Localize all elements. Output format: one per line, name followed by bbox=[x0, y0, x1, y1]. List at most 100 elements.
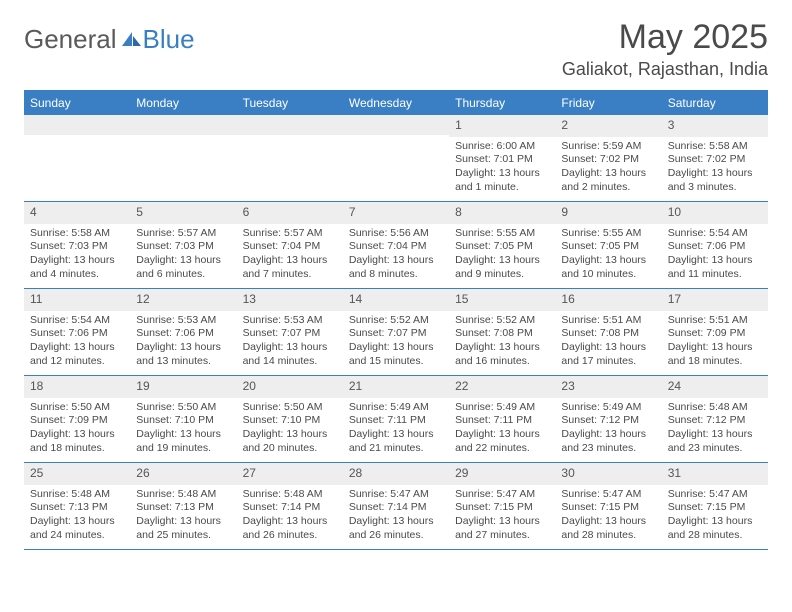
day-number: 8 bbox=[449, 202, 555, 224]
sunset-text: Sunset: 7:02 PM bbox=[561, 153, 655, 167]
day-cell: 7Sunrise: 5:56 AMSunset: 7:04 PMDaylight… bbox=[343, 202, 449, 288]
day-cell-body: Sunrise: 5:51 AMSunset: 7:08 PMDaylight:… bbox=[555, 311, 661, 375]
sunrise-text: Sunrise: 5:47 AM bbox=[668, 488, 762, 502]
day-number: 17 bbox=[662, 289, 768, 311]
weeks-container: 1Sunrise: 6:00 AMSunset: 7:01 PMDaylight… bbox=[24, 115, 768, 550]
daylight-text: Daylight: 13 hours and 20 minutes. bbox=[243, 428, 337, 455]
sunset-text: Sunset: 7:01 PM bbox=[455, 153, 549, 167]
daylight-text: Daylight: 13 hours and 24 minutes. bbox=[30, 515, 124, 542]
day-number: 10 bbox=[662, 202, 768, 224]
day-cell: 29Sunrise: 5:47 AMSunset: 7:15 PMDayligh… bbox=[449, 463, 555, 549]
day-cell: 15Sunrise: 5:52 AMSunset: 7:08 PMDayligh… bbox=[449, 289, 555, 375]
day-cell: 11Sunrise: 5:54 AMSunset: 7:06 PMDayligh… bbox=[24, 289, 130, 375]
day-number bbox=[24, 115, 130, 135]
sunrise-text: Sunrise: 5:49 AM bbox=[561, 401, 655, 415]
daylight-text: Daylight: 13 hours and 16 minutes. bbox=[455, 341, 549, 368]
sunset-text: Sunset: 7:15 PM bbox=[455, 501, 549, 515]
day-cell: 30Sunrise: 5:47 AMSunset: 7:15 PMDayligh… bbox=[555, 463, 661, 549]
daylight-text: Daylight: 13 hours and 15 minutes. bbox=[349, 341, 443, 368]
day-cell: 27Sunrise: 5:48 AMSunset: 7:14 PMDayligh… bbox=[237, 463, 343, 549]
daylight-text: Daylight: 13 hours and 25 minutes. bbox=[136, 515, 230, 542]
day-number: 26 bbox=[130, 463, 236, 485]
day-cell-body: Sunrise: 5:50 AMSunset: 7:10 PMDaylight:… bbox=[237, 398, 343, 462]
day-number: 28 bbox=[343, 463, 449, 485]
daylight-text: Daylight: 13 hours and 9 minutes. bbox=[455, 254, 549, 281]
day-number: 4 bbox=[24, 202, 130, 224]
sail-icon bbox=[120, 24, 142, 55]
month-title: May 2025 bbox=[562, 18, 768, 57]
day-cell bbox=[130, 115, 236, 201]
day-number: 2 bbox=[555, 115, 661, 137]
daylight-text: Daylight: 13 hours and 14 minutes. bbox=[243, 341, 337, 368]
sunrise-text: Sunrise: 5:52 AM bbox=[349, 314, 443, 328]
day-cell-body: Sunrise: 5:47 AMSunset: 7:15 PMDaylight:… bbox=[449, 485, 555, 549]
day-number: 23 bbox=[555, 376, 661, 398]
sunset-text: Sunset: 7:14 PM bbox=[349, 501, 443, 515]
day-cell: 9Sunrise: 5:55 AMSunset: 7:05 PMDaylight… bbox=[555, 202, 661, 288]
sunrise-text: Sunrise: 5:48 AM bbox=[30, 488, 124, 502]
logo-text-part2: Blue bbox=[143, 24, 195, 55]
day-cell: 4Sunrise: 5:58 AMSunset: 7:03 PMDaylight… bbox=[24, 202, 130, 288]
day-cell: 24Sunrise: 5:48 AMSunset: 7:12 PMDayligh… bbox=[662, 376, 768, 462]
day-cell-body: Sunrise: 5:48 AMSunset: 7:13 PMDaylight:… bbox=[24, 485, 130, 549]
page-header: General Blue May 2025 Galiakot, Rajastha… bbox=[24, 18, 768, 80]
sunrise-text: Sunrise: 5:50 AM bbox=[243, 401, 337, 415]
day-header-row: Sunday Monday Tuesday Wednesday Thursday… bbox=[24, 91, 768, 115]
day-cell: 6Sunrise: 5:57 AMSunset: 7:04 PMDaylight… bbox=[237, 202, 343, 288]
sunrise-text: Sunrise: 6:00 AM bbox=[455, 140, 549, 154]
day-cell-body: Sunrise: 5:58 AMSunset: 7:02 PMDaylight:… bbox=[662, 137, 768, 201]
day-cell-body: Sunrise: 5:56 AMSunset: 7:04 PMDaylight:… bbox=[343, 224, 449, 288]
day-cell: 21Sunrise: 5:49 AMSunset: 7:11 PMDayligh… bbox=[343, 376, 449, 462]
daylight-text: Daylight: 13 hours and 23 minutes. bbox=[668, 428, 762, 455]
day-cell-body: Sunrise: 5:47 AMSunset: 7:14 PMDaylight:… bbox=[343, 485, 449, 549]
sunrise-text: Sunrise: 5:56 AM bbox=[349, 227, 443, 241]
sunrise-text: Sunrise: 5:50 AM bbox=[136, 401, 230, 415]
day-cell-body: Sunrise: 5:57 AMSunset: 7:04 PMDaylight:… bbox=[237, 224, 343, 288]
sunrise-text: Sunrise: 5:48 AM bbox=[668, 401, 762, 415]
day-cell: 2Sunrise: 5:59 AMSunset: 7:02 PMDaylight… bbox=[555, 115, 661, 201]
daylight-text: Daylight: 13 hours and 4 minutes. bbox=[30, 254, 124, 281]
sunset-text: Sunset: 7:15 PM bbox=[668, 501, 762, 515]
sunset-text: Sunset: 7:03 PM bbox=[30, 240, 124, 254]
day-cell-body: Sunrise: 5:48 AMSunset: 7:14 PMDaylight:… bbox=[237, 485, 343, 549]
day-header: Monday bbox=[130, 91, 236, 115]
sunset-text: Sunset: 7:05 PM bbox=[455, 240, 549, 254]
day-cell-body: Sunrise: 5:57 AMSunset: 7:03 PMDaylight:… bbox=[130, 224, 236, 288]
sunrise-text: Sunrise: 5:53 AM bbox=[136, 314, 230, 328]
daylight-text: Daylight: 13 hours and 10 minutes. bbox=[561, 254, 655, 281]
day-cell-body: Sunrise: 5:53 AMSunset: 7:07 PMDaylight:… bbox=[237, 311, 343, 375]
logo-text-part1: General bbox=[24, 24, 117, 55]
sunrise-text: Sunrise: 5:54 AM bbox=[668, 227, 762, 241]
day-cell bbox=[237, 115, 343, 201]
day-header: Tuesday bbox=[237, 91, 343, 115]
sunset-text: Sunset: 7:06 PM bbox=[668, 240, 762, 254]
day-cell-body: Sunrise: 6:00 AMSunset: 7:01 PMDaylight:… bbox=[449, 137, 555, 201]
sunset-text: Sunset: 7:07 PM bbox=[349, 327, 443, 341]
day-header: Sunday bbox=[24, 91, 130, 115]
sunset-text: Sunset: 7:04 PM bbox=[349, 240, 443, 254]
day-cell-body: Sunrise: 5:54 AMSunset: 7:06 PMDaylight:… bbox=[662, 224, 768, 288]
sunset-text: Sunset: 7:13 PM bbox=[30, 501, 124, 515]
day-cell-body: Sunrise: 5:49 AMSunset: 7:11 PMDaylight:… bbox=[343, 398, 449, 462]
day-number bbox=[237, 115, 343, 135]
day-number: 5 bbox=[130, 202, 236, 224]
day-number: 1 bbox=[449, 115, 555, 137]
daylight-text: Daylight: 13 hours and 12 minutes. bbox=[30, 341, 124, 368]
sunset-text: Sunset: 7:04 PM bbox=[243, 240, 337, 254]
day-number: 12 bbox=[130, 289, 236, 311]
day-cell-body: Sunrise: 5:49 AMSunset: 7:11 PMDaylight:… bbox=[449, 398, 555, 462]
sunset-text: Sunset: 7:11 PM bbox=[349, 414, 443, 428]
day-cell: 23Sunrise: 5:49 AMSunset: 7:12 PMDayligh… bbox=[555, 376, 661, 462]
day-cell-body: Sunrise: 5:55 AMSunset: 7:05 PMDaylight:… bbox=[555, 224, 661, 288]
day-number: 11 bbox=[24, 289, 130, 311]
day-header: Thursday bbox=[449, 91, 555, 115]
day-cell-body: Sunrise: 5:52 AMSunset: 7:08 PMDaylight:… bbox=[449, 311, 555, 375]
day-number: 24 bbox=[662, 376, 768, 398]
daylight-text: Daylight: 13 hours and 7 minutes. bbox=[243, 254, 337, 281]
sunrise-text: Sunrise: 5:47 AM bbox=[455, 488, 549, 502]
title-block: May 2025 Galiakot, Rajasthan, India bbox=[562, 18, 768, 80]
day-header: Friday bbox=[555, 91, 661, 115]
sunrise-text: Sunrise: 5:58 AM bbox=[668, 140, 762, 154]
sunrise-text: Sunrise: 5:55 AM bbox=[455, 227, 549, 241]
sunset-text: Sunset: 7:07 PM bbox=[243, 327, 337, 341]
